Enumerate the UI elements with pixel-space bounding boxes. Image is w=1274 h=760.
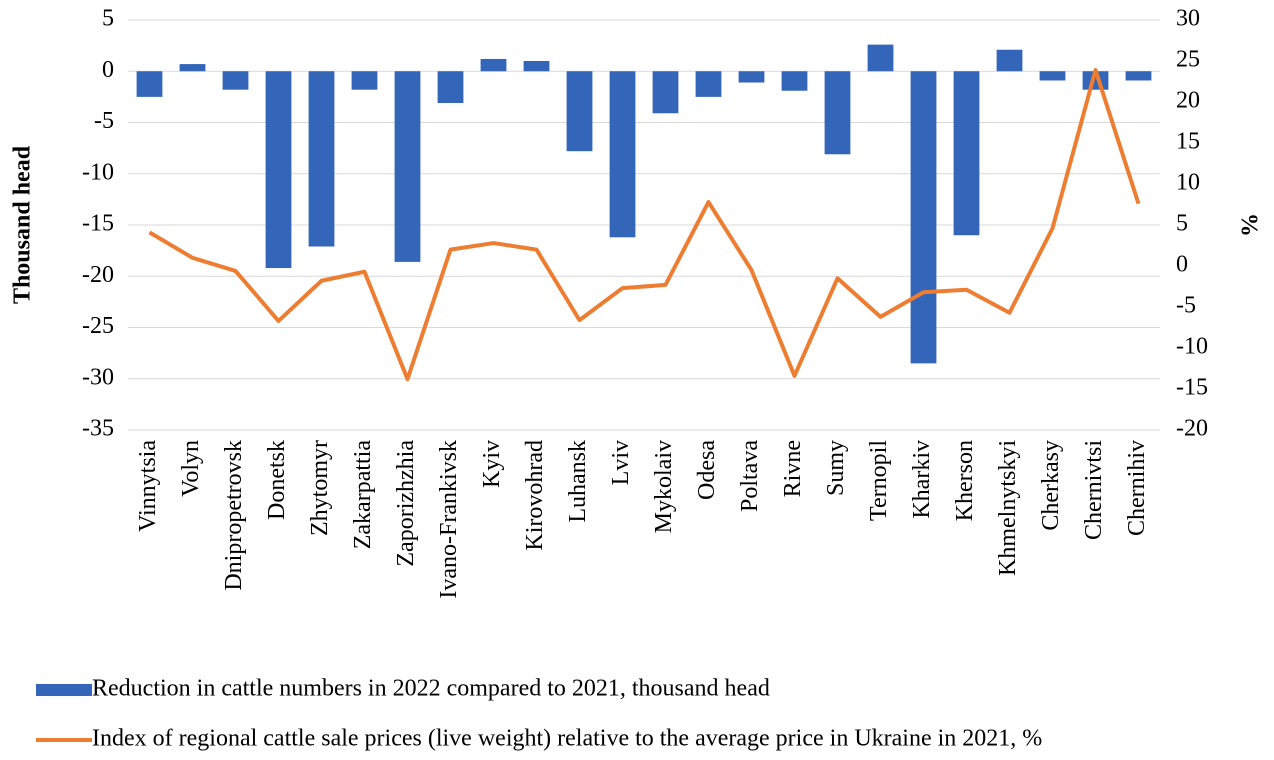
x-tick-label: Poltava: [737, 440, 763, 512]
x-tick-label: Luhansk: [565, 440, 591, 523]
x-tick-label: Donetsk: [264, 440, 290, 520]
x-tick-label: Kherson: [952, 440, 978, 521]
x-tick-label: Cherkasy: [1038, 440, 1064, 531]
bar: [1125, 71, 1152, 81]
x-tick-label: Sumy: [823, 440, 849, 496]
bar: [824, 71, 851, 155]
x-tick-label: Kharkiv: [909, 440, 935, 519]
y-tick-label: 5: [102, 6, 114, 32]
bar: [136, 71, 163, 97]
y-tick-label: 0: [102, 57, 114, 83]
x-tick-label: Kirovohrad: [522, 440, 548, 551]
bar: [953, 71, 980, 236]
bar: [566, 71, 593, 152]
y2-tick-label: 0: [1176, 252, 1188, 278]
y2-tick-label: -5: [1176, 293, 1196, 319]
bar: [179, 64, 206, 72]
bar: [351, 71, 378, 90]
x-tick-label: Volyn: [178, 440, 204, 497]
bar: [609, 71, 636, 238]
x-tick-label: Odesa: [694, 440, 720, 500]
y2-tick-label: 10: [1176, 170, 1200, 196]
y2-tick-label: 15: [1176, 129, 1200, 155]
bar: [523, 61, 550, 72]
bar: [652, 71, 679, 114]
bar: [781, 71, 808, 91]
y2-tick-label: -10: [1176, 334, 1208, 360]
y-tick-label: -15: [82, 211, 114, 237]
legend-label: Reduction in cattle numbers in 2022 comp…: [92, 676, 770, 702]
y-axis-title: Thousand head: [10, 145, 36, 304]
legend-swatch: [36, 684, 92, 696]
bar: [222, 71, 249, 90]
y2-tick-label: 25: [1176, 47, 1200, 73]
bar: [480, 58, 507, 72]
y2-tick-label: -15: [1176, 375, 1208, 401]
bar: [437, 71, 464, 104]
bar: [867, 44, 894, 72]
x-tick-label: Ternopil: [866, 440, 892, 521]
x-tick-label: Rivne: [780, 440, 806, 497]
x-tick-label: Kyiv: [479, 440, 505, 488]
x-tick-label: Khmelnytskyi: [995, 440, 1021, 576]
y-tick-label: -25: [82, 313, 114, 339]
bar: [910, 71, 937, 364]
y-tick-label: -5: [94, 108, 114, 134]
x-tick-label: Mykolaiv: [651, 440, 677, 533]
x-tick-label: Vinnytsia: [135, 440, 161, 532]
y2-tick-label: 5: [1176, 211, 1188, 237]
x-tick-label: Chernihiv: [1124, 440, 1150, 536]
bar: [996, 49, 1023, 72]
legend-label: Index of regional cattle sale prices (li…: [92, 726, 1042, 752]
y-tick-label: -10: [82, 159, 114, 185]
bar: [738, 71, 765, 83]
x-tick-label: Ivano-Frankivsk: [436, 440, 462, 599]
y-tick-label: -30: [82, 364, 114, 390]
y2-tick-label: -20: [1176, 416, 1208, 442]
y2-axis-title: %: [1238, 213, 1264, 237]
bar: [695, 71, 722, 97]
x-tick-label: Chernivtsi: [1081, 440, 1107, 540]
bar: [1039, 71, 1066, 81]
bar: [308, 71, 335, 247]
y-tick-label: -20: [82, 262, 114, 288]
y-tick-label: -35: [82, 416, 114, 442]
x-tick-label: Zhytomyr: [307, 440, 333, 536]
y2-tick-label: 20: [1176, 88, 1200, 114]
x-tick-label: Zakarpattia: [350, 440, 376, 550]
bar: [394, 71, 421, 262]
line: [148, 68, 1141, 382]
bar: [265, 71, 292, 269]
x-tick-label: Lviv: [608, 440, 634, 485]
y2-tick-label: 30: [1176, 6, 1200, 32]
x-tick-label: Dnipropetrovsk: [221, 440, 247, 591]
x-tick-label: Zaporizhzhia: [393, 440, 419, 567]
